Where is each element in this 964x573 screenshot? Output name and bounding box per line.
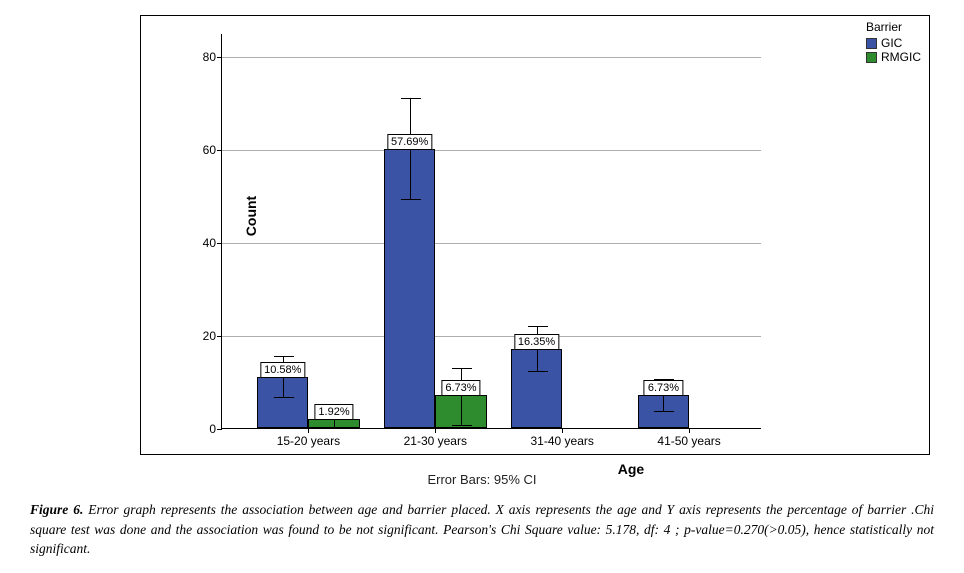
y-tick-label: 0 [209,422,216,436]
legend-item-rmgic: RMGIC [866,50,921,64]
x-tick-mark [689,428,690,433]
gridline [222,243,761,244]
y-tick-label: 80 [203,50,216,64]
y-tick-mark [217,57,222,58]
legend-label-gic: GIC [881,36,902,50]
error-cap [452,368,472,369]
error-bar-note: Error Bars: 95% CI [0,472,964,487]
error-cap [528,371,548,372]
error-cap [274,356,294,357]
x-tick-label: 31-40 years [531,434,594,448]
error-cap [452,425,472,426]
y-tick-label: 20 [203,329,216,343]
bar-label: 10.58% [260,362,305,378]
plot-area: 02040608015-20 years10.58%1.92%21-30 yea… [221,34,761,429]
error-cap [654,411,674,412]
error-cap [325,427,345,428]
legend-swatch-gic [866,38,877,49]
legend-item-gic: GIC [866,36,921,50]
figure-caption: Figure 6. Error graph represents the ass… [30,500,934,559]
legend-label-rmgic: RMGIC [881,50,921,64]
error-bar [461,368,462,426]
legend: Barrier GIC RMGIC [866,20,921,64]
y-tick-mark [217,336,222,337]
x-tick-mark [562,428,563,433]
error-cap [401,98,421,99]
error-cap [401,199,421,200]
y-tick-mark [217,429,222,430]
error-cap [528,326,548,327]
y-tick-mark [217,150,222,151]
y-tick-label: 60 [203,143,216,157]
chart-frame: Barrier GIC RMGIC 0 20 40 60 80 15-20 years 10… [140,15,930,455]
bar-label: 16.35% [514,334,559,350]
legend-title: Barrier [866,20,921,34]
gridline [222,336,761,337]
gridline [222,57,761,58]
x-tick-mark [308,428,309,433]
y-axis-title: Count [243,196,259,236]
x-tick-label: 41-50 years [657,434,720,448]
gridline [222,150,761,151]
x-tick-label: 15-20 years [277,434,340,448]
legend-swatch-rmgic [866,52,877,63]
y-tick-label: 40 [203,236,216,250]
x-tick-mark [435,428,436,433]
x-tick-label: 21-30 years [404,434,467,448]
page: Barrier GIC RMGIC 0 20 40 60 80 15-20 years 10… [0,0,964,573]
bar-label: 1.92% [314,404,353,420]
bar-label: 6.73% [644,380,683,396]
error-cap [274,397,294,398]
figure-caption-text: Error graph represents the association b… [30,502,934,556]
bar-label: 6.73% [441,380,480,396]
bar-label: 57.69% [387,134,432,150]
figure-caption-label: Figure 6. [30,502,83,517]
y-tick-mark [217,243,222,244]
